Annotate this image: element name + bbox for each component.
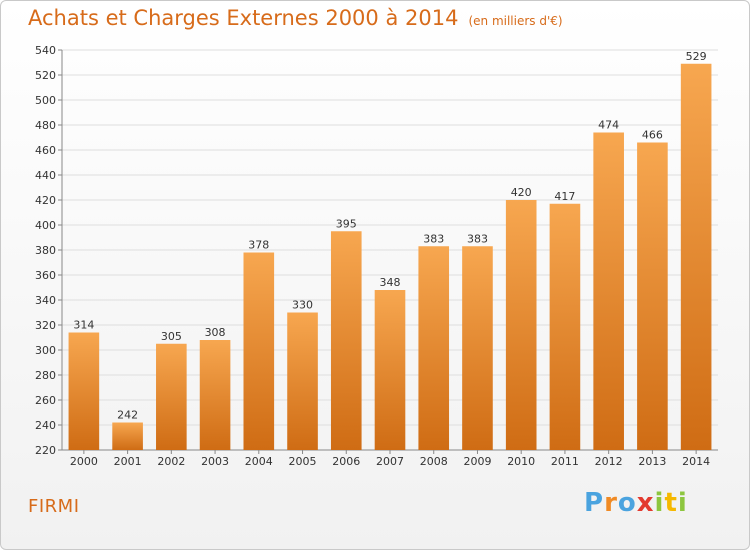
bar-value-label: 314: [73, 319, 94, 332]
commune-name: FIRMI: [28, 496, 80, 517]
x-tick-label: 2014: [682, 455, 710, 468]
bar-value-label: 383: [467, 232, 488, 245]
x-tick-label: 2006: [332, 455, 360, 468]
y-tick-label: 380: [35, 244, 56, 257]
bar-value-label: 242: [117, 409, 138, 422]
bar: [287, 312, 318, 450]
bar-value-label: 529: [686, 50, 707, 63]
chart-title: Achats et Charges Externes 2000 à 2014 (e…: [28, 6, 563, 30]
y-tick-label: 340: [35, 294, 56, 307]
bar-value-label: 420: [511, 186, 532, 199]
y-tick-label: 420: [35, 194, 56, 207]
logo-letter: i: [654, 488, 665, 518]
y-tick-label: 540: [35, 44, 56, 57]
logo-letter: x: [636, 488, 655, 518]
y-tick-label: 220: [35, 444, 56, 457]
x-tick-label: 2002: [157, 455, 185, 468]
bar-value-label: 395: [336, 217, 357, 230]
bar-value-label: 305: [161, 330, 182, 343]
y-tick-label: 440: [35, 169, 56, 182]
y-tick-label: 520: [35, 69, 56, 82]
x-tick-label: 2005: [289, 455, 317, 468]
x-tick-label: 2009: [463, 455, 491, 468]
bar: [462, 246, 493, 450]
bar: [243, 252, 275, 450]
x-tick-label: 2008: [420, 455, 448, 468]
x-tick-label: 2012: [595, 455, 623, 468]
bar-value-label: 417: [554, 190, 575, 203]
y-tick-label: 280: [35, 369, 56, 382]
logo-letter: o: [617, 488, 637, 518]
x-tick-label: 2000: [70, 455, 98, 468]
x-tick-label: 2013: [638, 455, 666, 468]
bar: [156, 343, 187, 450]
bar: [637, 142, 668, 450]
x-tick-label: 2001: [114, 455, 142, 468]
y-tick-label: 480: [35, 119, 56, 132]
x-tick-label: 2010: [507, 455, 535, 468]
chart-title-text: Achats et Charges Externes 2000 à 2014: [28, 6, 459, 30]
y-tick-label: 460: [35, 144, 56, 157]
logo-letter: r: [604, 488, 618, 518]
bar: [112, 422, 143, 450]
y-tick-label: 500: [35, 94, 56, 107]
y-tick-label: 400: [35, 219, 56, 232]
y-tick-label: 320: [35, 319, 56, 332]
x-tick-label: 2004: [245, 455, 273, 468]
bar-value-label: 383: [423, 232, 444, 245]
x-tick-label: 2003: [201, 455, 229, 468]
bar: [418, 246, 450, 450]
bar: [68, 332, 100, 450]
bar: [374, 290, 406, 450]
x-tick-label: 2007: [376, 455, 404, 468]
y-tick-label: 360: [35, 269, 56, 282]
y-tick-label: 240: [35, 419, 56, 432]
x-tick-label: 2011: [551, 455, 579, 468]
bar: [593, 132, 624, 450]
bar: [549, 203, 581, 450]
bar: [505, 200, 537, 450]
bar-value-label: 378: [248, 239, 269, 252]
chart-unit: (en milliers d'€): [468, 14, 563, 28]
y-tick-label: 300: [35, 344, 56, 357]
bar-value-label: 330: [292, 299, 313, 312]
bar-value-label: 308: [205, 326, 226, 339]
bar: [199, 340, 231, 450]
logo-letter: t: [664, 488, 678, 518]
logo-letter: P: [584, 488, 605, 518]
logo-letter: i: [677, 488, 688, 518]
bar-value-label: 466: [642, 129, 663, 142]
bar-value-label: 474: [598, 119, 619, 132]
bar: [680, 63, 712, 450]
bar: [330, 231, 362, 450]
bar-value-label: 348: [380, 276, 401, 289]
proxiti-logo: Proxiti: [584, 488, 688, 518]
y-tick-label: 260: [35, 394, 56, 407]
